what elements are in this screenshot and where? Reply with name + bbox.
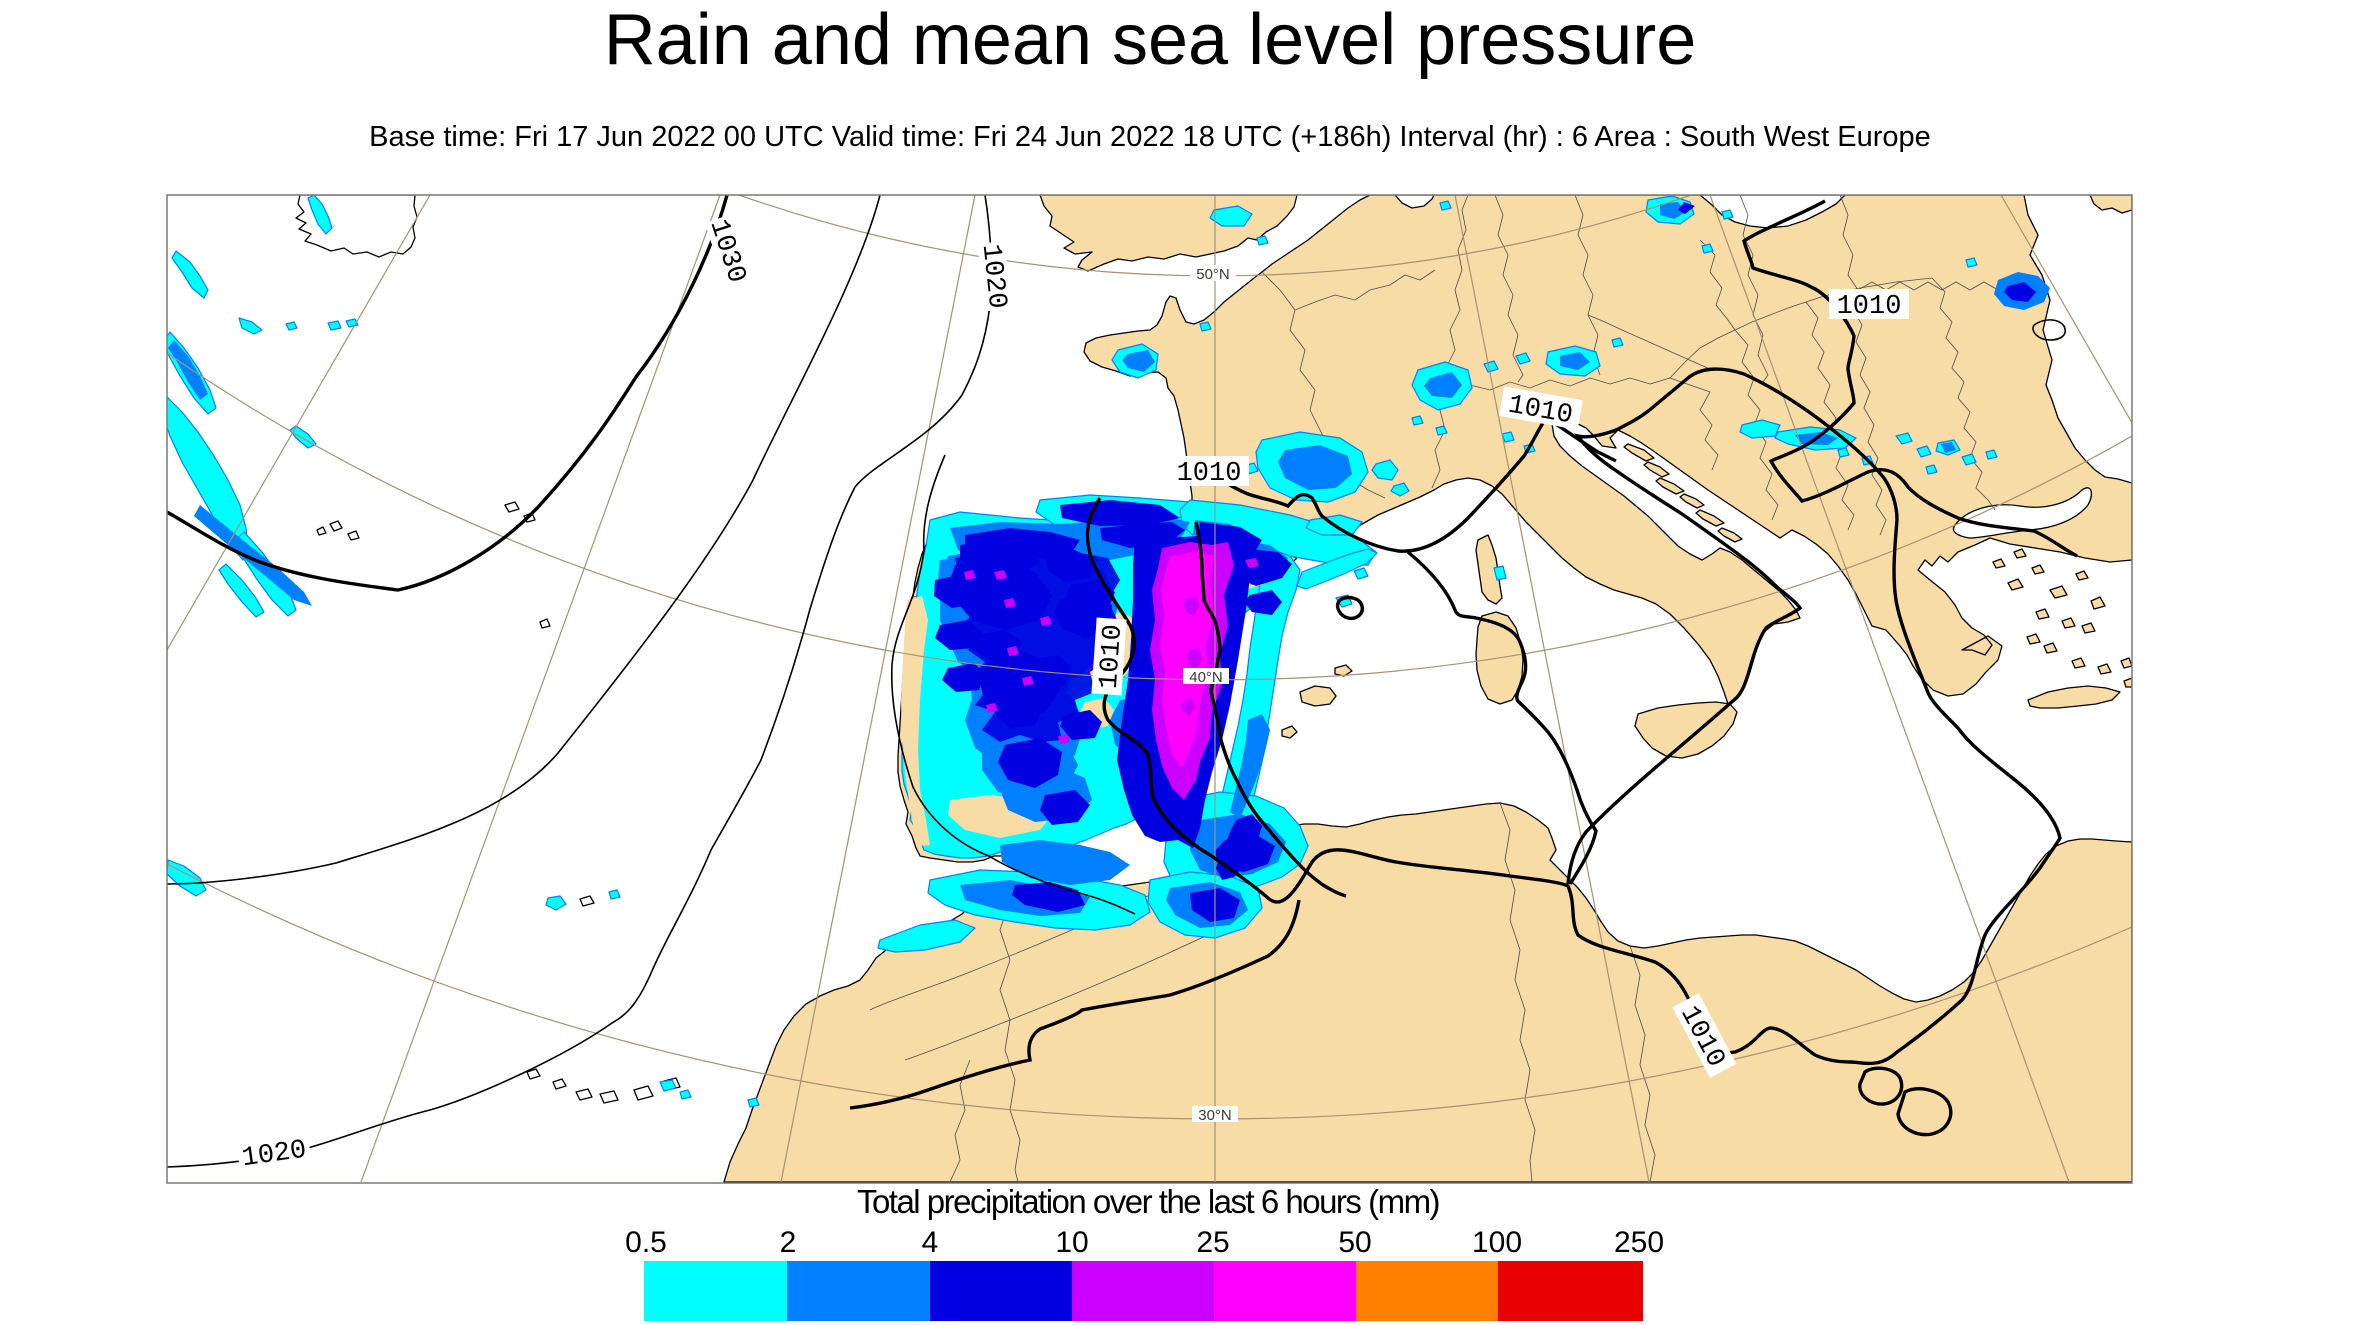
svg-text:1010: 1010: [1095, 623, 1129, 690]
svg-text:40°N: 40°N: [1189, 669, 1223, 686]
svg-text:50°N: 50°N: [1196, 266, 1230, 283]
svg-text:1020: 1020: [975, 243, 1012, 311]
svg-text:1010: 1010: [1837, 292, 1902, 322]
svg-text:1010: 1010: [1177, 459, 1242, 489]
svg-text:30°N: 30°N: [1198, 1107, 1232, 1124]
